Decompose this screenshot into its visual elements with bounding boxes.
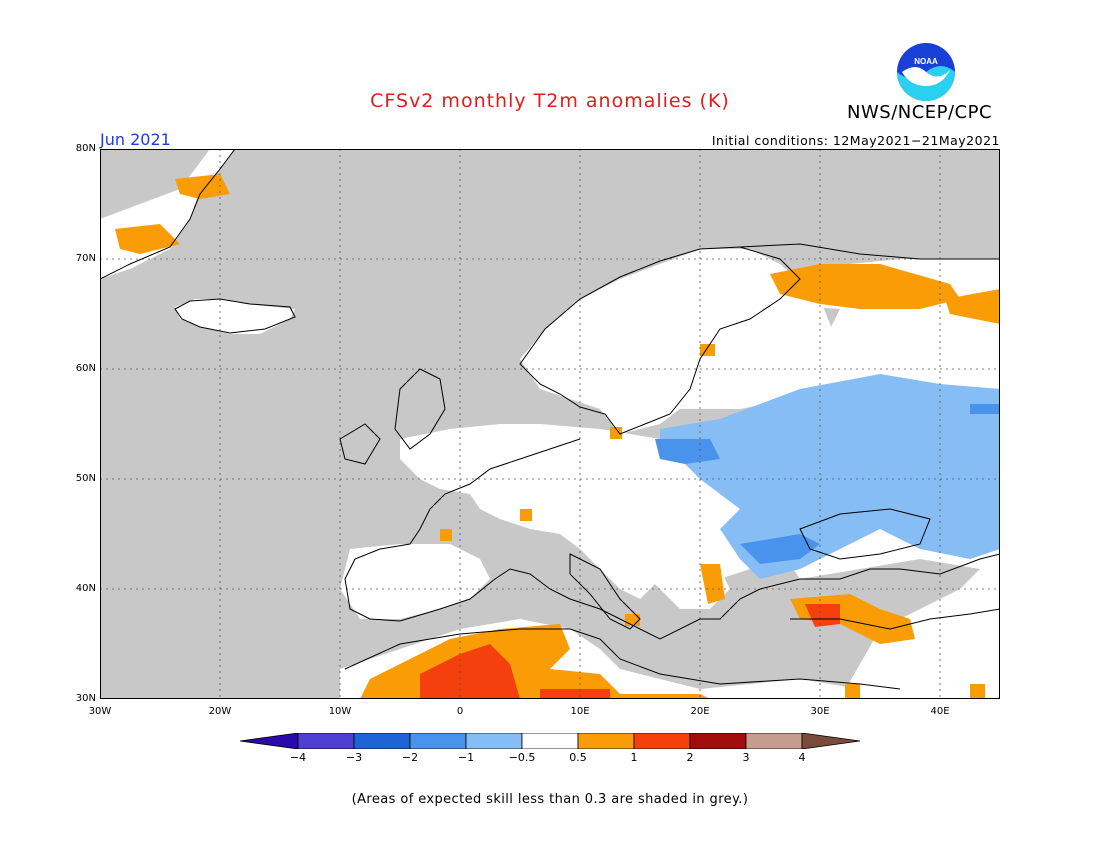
forecast-month: Jun 2021 bbox=[100, 130, 171, 149]
noaa-logo-text: NOAA bbox=[914, 57, 938, 66]
colorbar-low-arrow bbox=[240, 733, 299, 749]
chart-title: CFSv2 monthly T2m anomalies (K) bbox=[370, 90, 730, 112]
colorbar-tick-label: −1 bbox=[457, 751, 475, 764]
lat-label: 50N bbox=[75, 473, 96, 484]
colorbar-tick-label: 2 bbox=[686, 751, 694, 764]
colorbar-tick-label: 4 bbox=[798, 751, 806, 764]
lon-label: 40E bbox=[930, 706, 950, 717]
colorbar-tick-label: 1 bbox=[630, 751, 638, 764]
lat-label: 60N bbox=[75, 363, 96, 374]
colorbar-swatch bbox=[409, 733, 467, 749]
lon-label: 30E bbox=[810, 706, 830, 717]
lat-label: 70N bbox=[75, 253, 96, 264]
grid-lines bbox=[100, 149, 1000, 699]
lon-label: 30W bbox=[88, 706, 112, 717]
noaa-logo: NOAA bbox=[897, 43, 955, 101]
colorbar-tick-label: −2 bbox=[401, 751, 419, 764]
lon-label: 10E bbox=[570, 706, 590, 717]
lon-label: 10W bbox=[328, 706, 352, 717]
colorbar-tick-label: −0.5 bbox=[508, 751, 536, 764]
coastlines bbox=[100, 149, 1000, 690]
colorbar-tick-label: 3 bbox=[742, 751, 750, 764]
lat-label: 30N bbox=[75, 693, 96, 704]
colorbar-swatch bbox=[465, 733, 523, 749]
initial-conditions: Initial conditions: 12May2021−21May2021 bbox=[711, 133, 1000, 148]
skill-footnote: (Areas of expected skill less than 0.3 a… bbox=[351, 792, 749, 807]
colorbar-swatch bbox=[297, 733, 355, 749]
lat-label: 80N bbox=[75, 143, 96, 154]
colorbar-swatch bbox=[353, 733, 411, 749]
colorbar-swatch bbox=[521, 733, 579, 749]
agency-label: NWS/NCEP/CPC bbox=[847, 102, 993, 123]
anomaly-map bbox=[100, 149, 1000, 699]
cool-anomaly-areas bbox=[655, 374, 1000, 579]
lon-label: 0 bbox=[456, 706, 464, 717]
warm-anomaly-areas bbox=[115, 174, 1000, 699]
colorbar-swatch bbox=[689, 733, 747, 749]
lon-label: 20E bbox=[690, 706, 710, 717]
colorbar-swatch bbox=[745, 733, 803, 749]
colorbar-tick-label: 0.5 bbox=[569, 751, 587, 764]
colorbar-tick-label: −3 bbox=[345, 751, 363, 764]
colorbar-tick-label: −4 bbox=[289, 751, 307, 764]
lon-label: 20W bbox=[208, 706, 232, 717]
colorbar-swatch bbox=[577, 733, 635, 749]
colorbar-high-arrow bbox=[801, 733, 860, 749]
lat-label: 40N bbox=[75, 583, 96, 594]
colorbar-swatch bbox=[633, 733, 691, 749]
colorbar bbox=[240, 733, 860, 749]
